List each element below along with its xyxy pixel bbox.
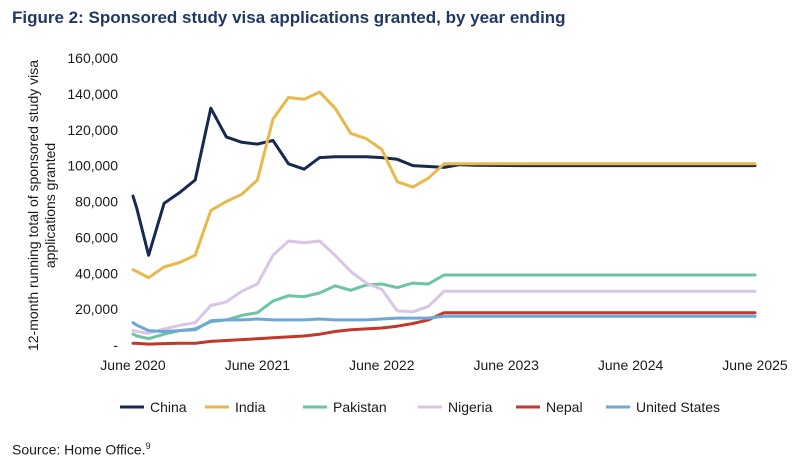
series-line-united-states — [131, 314, 757, 333]
y-tick-label: 100,000 — [67, 158, 118, 174]
y-axis-title-line: applications granted — [42, 143, 58, 268]
y-tick-label: 20,000 — [75, 301, 118, 317]
x-tick-label: June 2020 — [100, 357, 166, 373]
legend-item-india: India — [205, 399, 266, 415]
legend-item-china: China — [120, 399, 187, 415]
y-axis-title: 12-month running total of sponsored stud… — [25, 60, 58, 351]
series-line-pakistan — [131, 273, 757, 341]
y-axis-title-line: 12-month running total of sponsored stud… — [25, 60, 41, 351]
series-line-china — [131, 106, 757, 257]
x-tick-label: June 2021 — [225, 357, 291, 373]
source-note: Source: Home Office.9 — [12, 441, 151, 458]
y-tick-label: - — [113, 337, 118, 353]
x-tick-label: June 2025 — [722, 357, 788, 373]
y-tick-label: 60,000 — [75, 229, 118, 245]
y-tick-label: 120,000 — [67, 122, 118, 138]
x-tick-label: June 2022 — [349, 357, 415, 373]
legend-label: Nigeria — [448, 399, 493, 415]
legend-label: United States — [636, 399, 720, 415]
y-tick-label: 40,000 — [75, 265, 118, 281]
series-line-india — [131, 90, 757, 280]
series-line-nigeria — [131, 239, 757, 335]
source-text: Source: Home Office. — [12, 441, 146, 458]
legend-item-nigeria: Nigeria — [418, 399, 493, 415]
y-tick-label: 160,000 — [67, 50, 118, 66]
legend: China India Pakistan Nigeria Nepal United Sta… — [120, 399, 720, 415]
legend-label: Nepal — [546, 399, 583, 415]
x-tick-label: June 2023 — [473, 357, 539, 373]
figure-title: Figure 2: Sponsored study visa applicati… — [12, 8, 566, 27]
x-tick-label: June 2024 — [598, 357, 664, 373]
legend-label: India — [235, 399, 266, 415]
x-axis: June 2020 June 2021 June 2022 June 2023 June… — [100, 357, 788, 373]
y-axis: - 20,000 40,000 60,000 80,000 100,000 120,000 1… — [67, 50, 118, 353]
legend-item-pakistan: Pakistan — [303, 399, 387, 415]
legend-label: Pakistan — [333, 399, 387, 415]
y-tick-label: 80,000 — [75, 194, 118, 210]
legend-label: China — [150, 399, 187, 415]
legend-item-nepal: Nepal — [516, 399, 583, 415]
legend-item-united-states: United States — [606, 399, 720, 415]
y-tick-label: 140,000 — [67, 86, 118, 102]
source-footnote: 9 — [145, 441, 151, 451]
series-lines — [131, 90, 757, 346]
